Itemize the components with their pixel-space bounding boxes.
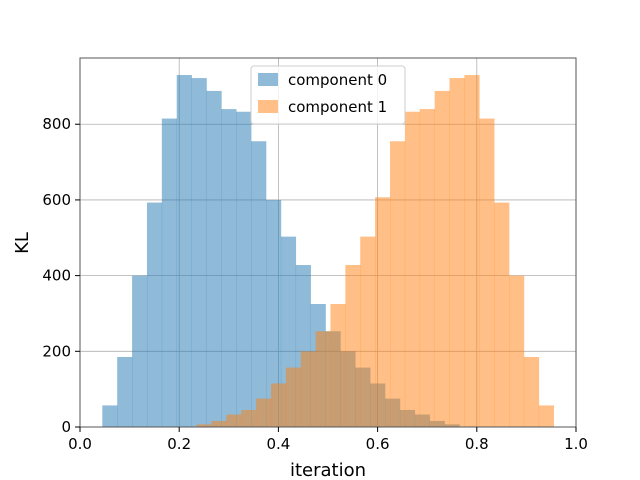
histogram-bar bbox=[236, 111, 252, 427]
legend-swatch-component-1 bbox=[258, 100, 278, 113]
x-tick-label: 1.0 bbox=[564, 435, 588, 453]
y-tick-label: 0 bbox=[61, 418, 71, 436]
histogram-bar bbox=[256, 398, 272, 427]
y-tick-label: 200 bbox=[42, 342, 71, 360]
legend-label-component-0: component 0 bbox=[288, 71, 387, 89]
histogram-bar bbox=[102, 405, 118, 427]
histogram-bar bbox=[146, 202, 163, 427]
y-tick-label: 600 bbox=[42, 191, 71, 209]
histogram-bar bbox=[375, 197, 391, 427]
histogram-bar bbox=[345, 265, 361, 427]
histogram-bar bbox=[211, 420, 227, 427]
histogram-bar bbox=[132, 275, 148, 427]
ticks: 0.0 0.2 0.4 0.6 0.8 1.0 0 200 400 600 800 bbox=[42, 115, 588, 453]
x-tick-label: 0.2 bbox=[167, 435, 191, 453]
histogram-bar bbox=[494, 202, 510, 427]
y-tick-label: 400 bbox=[42, 267, 71, 285]
y-axis-label: KL bbox=[12, 232, 33, 254]
bars bbox=[102, 75, 554, 428]
histogram-bar bbox=[251, 141, 267, 427]
histogram-bar bbox=[404, 111, 421, 427]
histogram-bar bbox=[523, 356, 540, 427]
histogram-bar bbox=[196, 424, 212, 427]
histogram-bar bbox=[330, 304, 346, 427]
histogram-bar bbox=[285, 367, 302, 427]
histogram-bar bbox=[360, 236, 376, 427]
histogram-bar bbox=[315, 331, 331, 427]
histogram-bar bbox=[241, 409, 257, 427]
histogram-bar bbox=[509, 275, 525, 427]
histogram-bar bbox=[206, 90, 222, 428]
y-tick-label: 800 bbox=[42, 115, 71, 133]
x-tick-label: 0.4 bbox=[266, 435, 290, 453]
histogram-bar bbox=[117, 356, 133, 427]
legend-swatch-component-0 bbox=[258, 73, 278, 86]
histogram-bar bbox=[449, 78, 465, 427]
histogram-bar bbox=[221, 109, 237, 427]
series-0-bars bbox=[102, 75, 460, 428]
legend-label-component-1: component 1 bbox=[288, 98, 387, 116]
x-tick-label: 0.6 bbox=[366, 435, 390, 453]
histogram-bar bbox=[464, 75, 480, 428]
histogram-bar bbox=[434, 90, 450, 428]
histogram-bar bbox=[270, 383, 287, 427]
x-tick-label: 0.8 bbox=[465, 435, 489, 453]
legend-box bbox=[250, 65, 406, 125]
histogram-bar bbox=[479, 118, 495, 428]
histogram-bar bbox=[300, 351, 316, 427]
histogram-bar bbox=[226, 414, 242, 427]
x-axis-label: iteration bbox=[290, 460, 366, 480]
histogram-bar bbox=[538, 405, 554, 427]
histogram-bar bbox=[191, 78, 207, 427]
histogram-bar bbox=[419, 109, 435, 427]
legend: component 0 component 1 bbox=[250, 65, 406, 125]
histogram-bar bbox=[266, 199, 282, 427]
histogram-bar bbox=[390, 141, 406, 427]
x-tick-label: 0.0 bbox=[68, 435, 92, 453]
histogram-bar bbox=[161, 118, 178, 428]
histogram-bar bbox=[176, 75, 192, 428]
series-1-bars bbox=[196, 75, 554, 428]
plot-frame bbox=[79, 57, 577, 428]
